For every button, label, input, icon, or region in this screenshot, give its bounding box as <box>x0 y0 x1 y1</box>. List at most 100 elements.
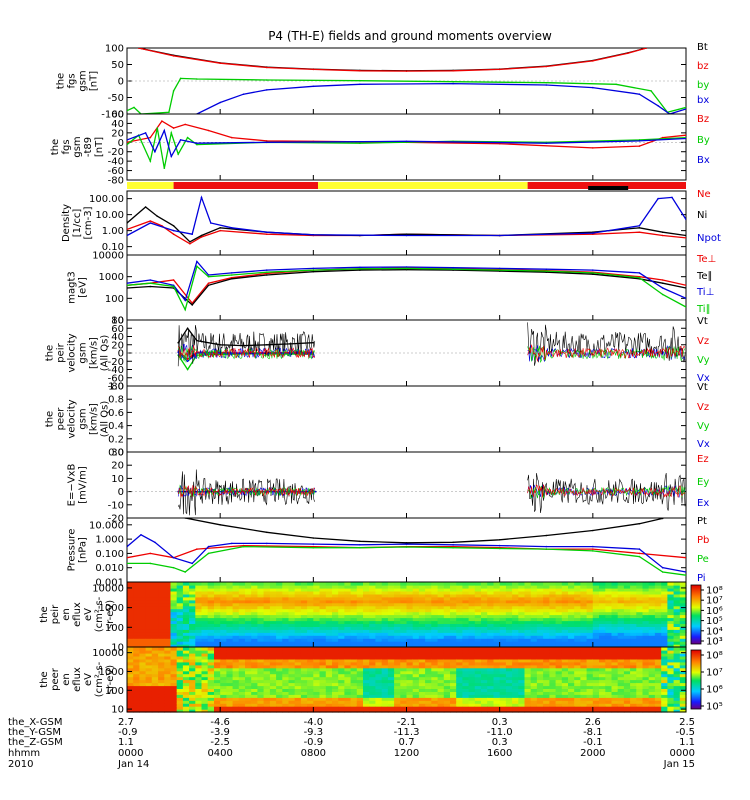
heatmap-cell <box>425 655 432 660</box>
heatmap-cell <box>630 700 637 704</box>
data-point <box>156 215 159 217</box>
heatmap-cell <box>549 673 557 678</box>
heatmap-cell <box>431 582 439 586</box>
heatmap-cell <box>505 650 513 654</box>
data-point <box>266 140 268 142</box>
heatmap-cell <box>425 652 432 657</box>
heatmap-cell <box>605 602 613 607</box>
heatmap-cell <box>207 620 215 624</box>
heatmap-cell <box>325 602 333 607</box>
heatmap-cell <box>512 661 519 666</box>
heatmap-cell <box>592 655 600 660</box>
heatmap-cell <box>599 685 606 689</box>
heatmap-cell <box>412 582 420 586</box>
heatmap-cell <box>251 611 258 616</box>
heatmap-cell <box>673 706 681 710</box>
heatmap-cell <box>654 632 662 636</box>
heatmap-cell <box>530 703 538 707</box>
heatmap-cell <box>611 655 619 660</box>
heatmap-cell <box>300 582 308 586</box>
series-group <box>177 469 686 516</box>
heatmap-cell <box>667 629 675 633</box>
heatmap-cell <box>512 685 519 689</box>
heatmap-cell <box>462 602 470 607</box>
heatmap-cell <box>319 626 327 630</box>
heatmap-cell <box>164 697 172 701</box>
heatmap-cell <box>282 647 290 651</box>
heatmap-cell <box>170 664 178 669</box>
heatmap-cell <box>456 593 463 598</box>
heatmap-cell <box>543 709 550 713</box>
heatmap-cell <box>251 694 258 698</box>
heatmap-cell <box>282 611 290 616</box>
heatmap-cell <box>387 599 395 604</box>
heatmap-cell <box>300 673 308 678</box>
heatmap-cell <box>288 585 296 589</box>
legend-entry: Bz <box>697 114 709 125</box>
data-point <box>645 48 648 49</box>
heatmap-cell <box>450 706 457 710</box>
heatmap-cell <box>394 585 401 589</box>
heatmap-cell <box>673 682 681 687</box>
heatmap-cell <box>207 661 215 666</box>
heatmap-cell <box>145 590 153 595</box>
heatmap-cell <box>375 632 383 636</box>
heatmap-cell <box>158 620 165 624</box>
heatmap-cell <box>164 590 172 595</box>
heatmap-cell <box>145 706 153 710</box>
heatmap-cell <box>543 644 550 648</box>
heatmap-cell <box>195 635 203 639</box>
data-point <box>266 79 268 81</box>
heatmap-cell <box>220 650 227 654</box>
heatmap-cell <box>294 593 302 598</box>
heatmap-cell <box>555 682 563 687</box>
heatmap-cell <box>251 706 258 710</box>
heatmap-cell <box>636 676 644 681</box>
heatmap-cell <box>238 602 246 607</box>
heatmap-cell <box>164 685 172 689</box>
heatmap-cell <box>356 664 364 669</box>
heatmap-cell <box>381 650 389 654</box>
heatmap-cell <box>350 590 358 595</box>
legend-entry: Te∥ <box>696 271 713 282</box>
heatmap-cell <box>220 709 227 713</box>
data-point <box>545 534 548 537</box>
heatmap-cell <box>667 611 675 616</box>
heatmap-cell <box>319 703 327 707</box>
heatmap-cell <box>654 593 662 598</box>
heatmap-cell <box>623 635 631 639</box>
heatmap-cell <box>574 694 581 698</box>
heatmap-cell <box>549 694 557 698</box>
heatmap-cell <box>462 623 470 627</box>
heatmap-cell <box>269 635 277 639</box>
heatmap-cell <box>431 703 439 707</box>
heatmap-cell <box>524 706 532 710</box>
y-tick-label: 10000 <box>92 648 124 659</box>
heatmap-cell <box>307 626 314 630</box>
heatmap-cell <box>195 673 203 678</box>
heatmap-cell <box>505 703 513 707</box>
heatmap-cell <box>226 650 234 654</box>
y-axis-label: the <box>56 73 67 89</box>
heatmap-cell <box>251 635 258 639</box>
heatmap-cell <box>654 664 662 669</box>
heatmap-cell <box>257 650 265 654</box>
heatmap-cell <box>189 623 196 627</box>
heatmap-cell <box>630 620 637 624</box>
heatmap-cell <box>356 599 364 604</box>
heatmap-cell <box>394 673 401 678</box>
heatmap-cell <box>568 706 575 710</box>
heatmap-cell <box>145 691 153 695</box>
heatmap-cell <box>530 602 538 607</box>
heatmap-cell <box>630 670 637 675</box>
noise-trace <box>527 322 686 366</box>
heatmap-cell <box>493 638 501 642</box>
x-row-value: 2.7 <box>118 717 134 728</box>
heatmap-cell <box>431 688 439 692</box>
x-row-value: -11.3 <box>394 727 420 738</box>
heatmap-cell <box>344 694 352 698</box>
heatmap-cell <box>350 582 358 586</box>
heatmap-cell <box>561 617 569 622</box>
heatmap-cell <box>661 682 668 687</box>
heatmap-cell <box>369 623 376 627</box>
